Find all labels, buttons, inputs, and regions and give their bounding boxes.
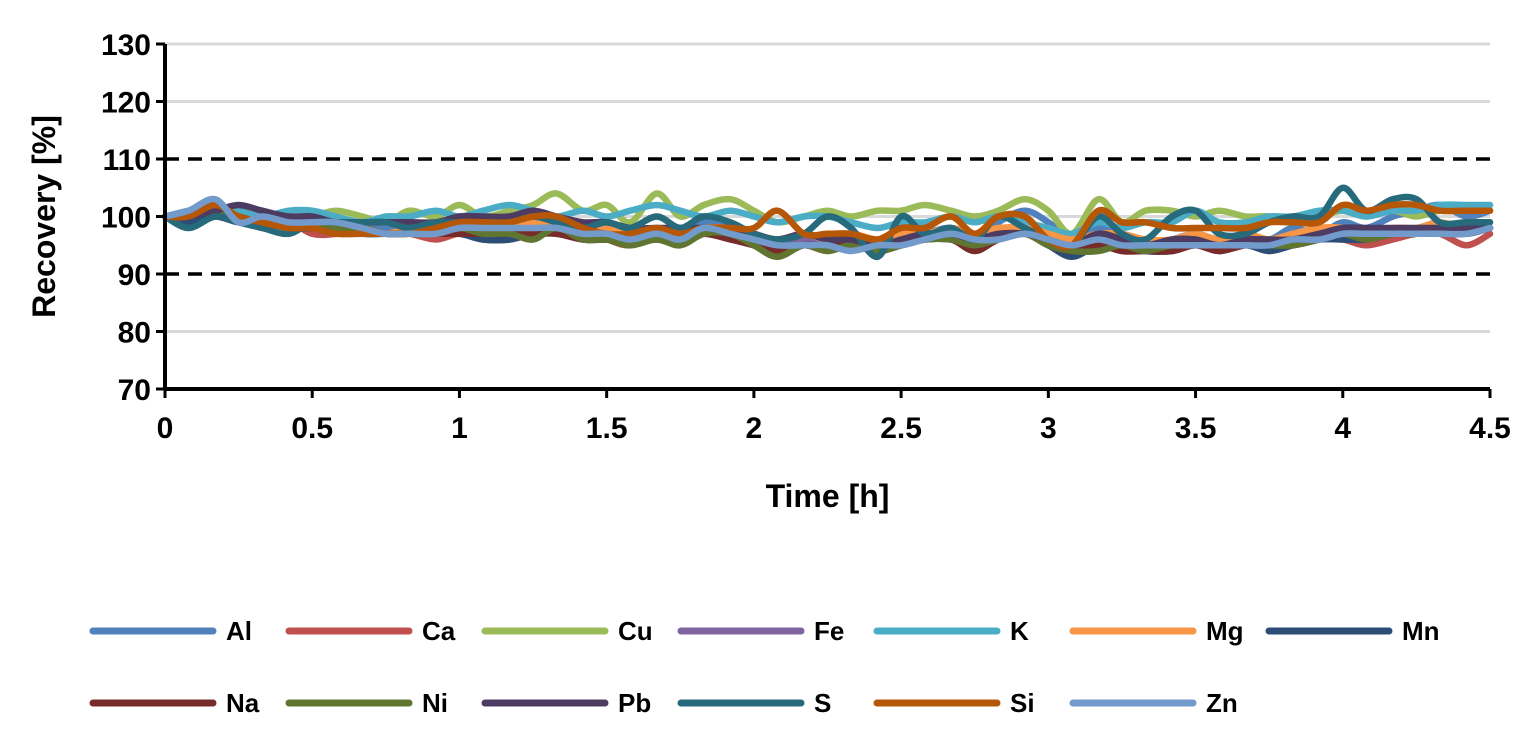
x-tick-label: 0 <box>157 412 174 445</box>
legend-label: Ni <box>422 688 448 718</box>
legend-item-mn: Mn <box>1265 616 1440 646</box>
legend-label: Fe <box>814 616 844 646</box>
legend-item-k: K <box>873 616 1029 646</box>
legend-item-al: Al <box>89 616 252 646</box>
y-tick-label: 130 <box>101 29 151 62</box>
legend-item-ni: Ni <box>285 688 448 718</box>
x-tick-label: 3 <box>1040 412 1057 445</box>
x-tick-label: 3.5 <box>1175 412 1217 445</box>
legend-item-na: Na <box>89 688 260 718</box>
legend-item-mg: Mg <box>1069 616 1244 646</box>
series-lines <box>161 184 1494 261</box>
x-tick-label: 2.5 <box>880 412 922 445</box>
legend-label: Mn <box>1402 616 1440 646</box>
legend-label: Zn <box>1206 688 1238 718</box>
legend-item-ca: Ca <box>285 616 456 646</box>
y-tick-label: 110 <box>103 144 151 177</box>
gridlines <box>165 42 1490 333</box>
y-axis-title: Recovery [%] <box>26 115 62 318</box>
x-axis-title: Time [h] <box>766 478 890 514</box>
axes: 70 80 90 100 110 120 130 0 0.5 1 1.5 2 2.5 3 3.5 4 4.5 <box>101 29 1511 445</box>
legend-label: K <box>1010 616 1029 646</box>
x-tick-label: 1 <box>451 412 468 445</box>
legend-label: Ca <box>422 616 456 646</box>
legend-item-fe: Fe <box>677 616 844 646</box>
legend-label: Pb <box>618 688 651 718</box>
legend-label: Mg <box>1206 616 1244 646</box>
legend-item-s: S <box>677 688 831 718</box>
x-tick-label: 4.5 <box>1469 412 1511 445</box>
legend: Al Ca Cu Fe K Mg Mn Na Ni Pb S Si Zn <box>89 616 1440 718</box>
legend-item-pb: Pb <box>481 688 651 718</box>
series-line-zn <box>161 195 1494 255</box>
x-tick-label: 1.5 <box>586 412 628 445</box>
x-tick-label: 2 <box>746 412 763 445</box>
legend-label: Cu <box>618 616 653 646</box>
y-tick-label: 70 <box>118 374 151 407</box>
x-tick-label: 0.5 <box>291 412 333 445</box>
legend-item-cu: Cu <box>481 616 653 646</box>
legend-label: S <box>814 688 831 718</box>
y-tick-label: 120 <box>101 87 151 120</box>
x-tick-label: 4 <box>1334 412 1351 445</box>
y-tick-label: 80 <box>118 317 151 350</box>
y-tick-label: 90 <box>118 259 151 292</box>
legend-label: Na <box>226 688 260 718</box>
legend-label: Al <box>226 616 252 646</box>
y-tick-label: 100 <box>101 202 151 235</box>
legend-item-zn: Zn <box>1069 688 1238 718</box>
legend-item-si: Si <box>873 688 1035 718</box>
legend-label: Si <box>1010 688 1035 718</box>
